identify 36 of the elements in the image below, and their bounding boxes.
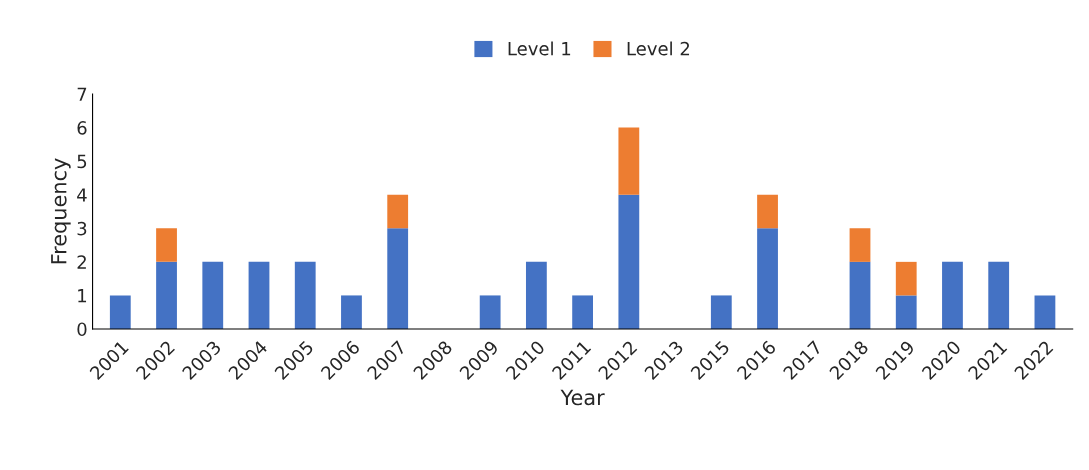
bar [1034, 295, 1056, 329]
y-tick-label: 7 [77, 87, 87, 101]
y-tick-label: 6 [77, 121, 87, 135]
bar [895, 261, 917, 296]
bar [202, 261, 224, 329]
bar [156, 261, 177, 329]
bar [895, 295, 917, 329]
bar [387, 194, 409, 229]
y-axis-title: Frequency [51, 158, 71, 264]
bar [757, 194, 778, 229]
bar [387, 228, 409, 329]
y-tick-label: 0 [77, 322, 87, 337]
legend-label: Level 1 [508, 41, 571, 56]
bar [618, 127, 640, 195]
bar [942, 261, 963, 329]
y-tick-label: 3 [77, 221, 87, 236]
bar [109, 295, 131, 329]
bar [572, 295, 594, 329]
bar [156, 228, 177, 262]
bar [248, 261, 270, 329]
y-tick-label: 5 [77, 154, 87, 169]
legend-label: Level 2 [627, 41, 690, 56]
bar [294, 261, 316, 329]
y-tick-label: 2 [77, 255, 86, 269]
bar [341, 295, 362, 329]
y-tick-label: 4 [77, 188, 87, 202]
bar [525, 261, 547, 329]
bar [757, 228, 778, 329]
bar [988, 261, 1010, 329]
bar [849, 261, 871, 329]
bar [849, 228, 871, 262]
bar [618, 194, 640, 329]
bar [479, 295, 501, 329]
y-tick-label: 1 [78, 289, 87, 303]
bar [710, 295, 732, 329]
x-axis-title: Year [560, 389, 605, 406]
